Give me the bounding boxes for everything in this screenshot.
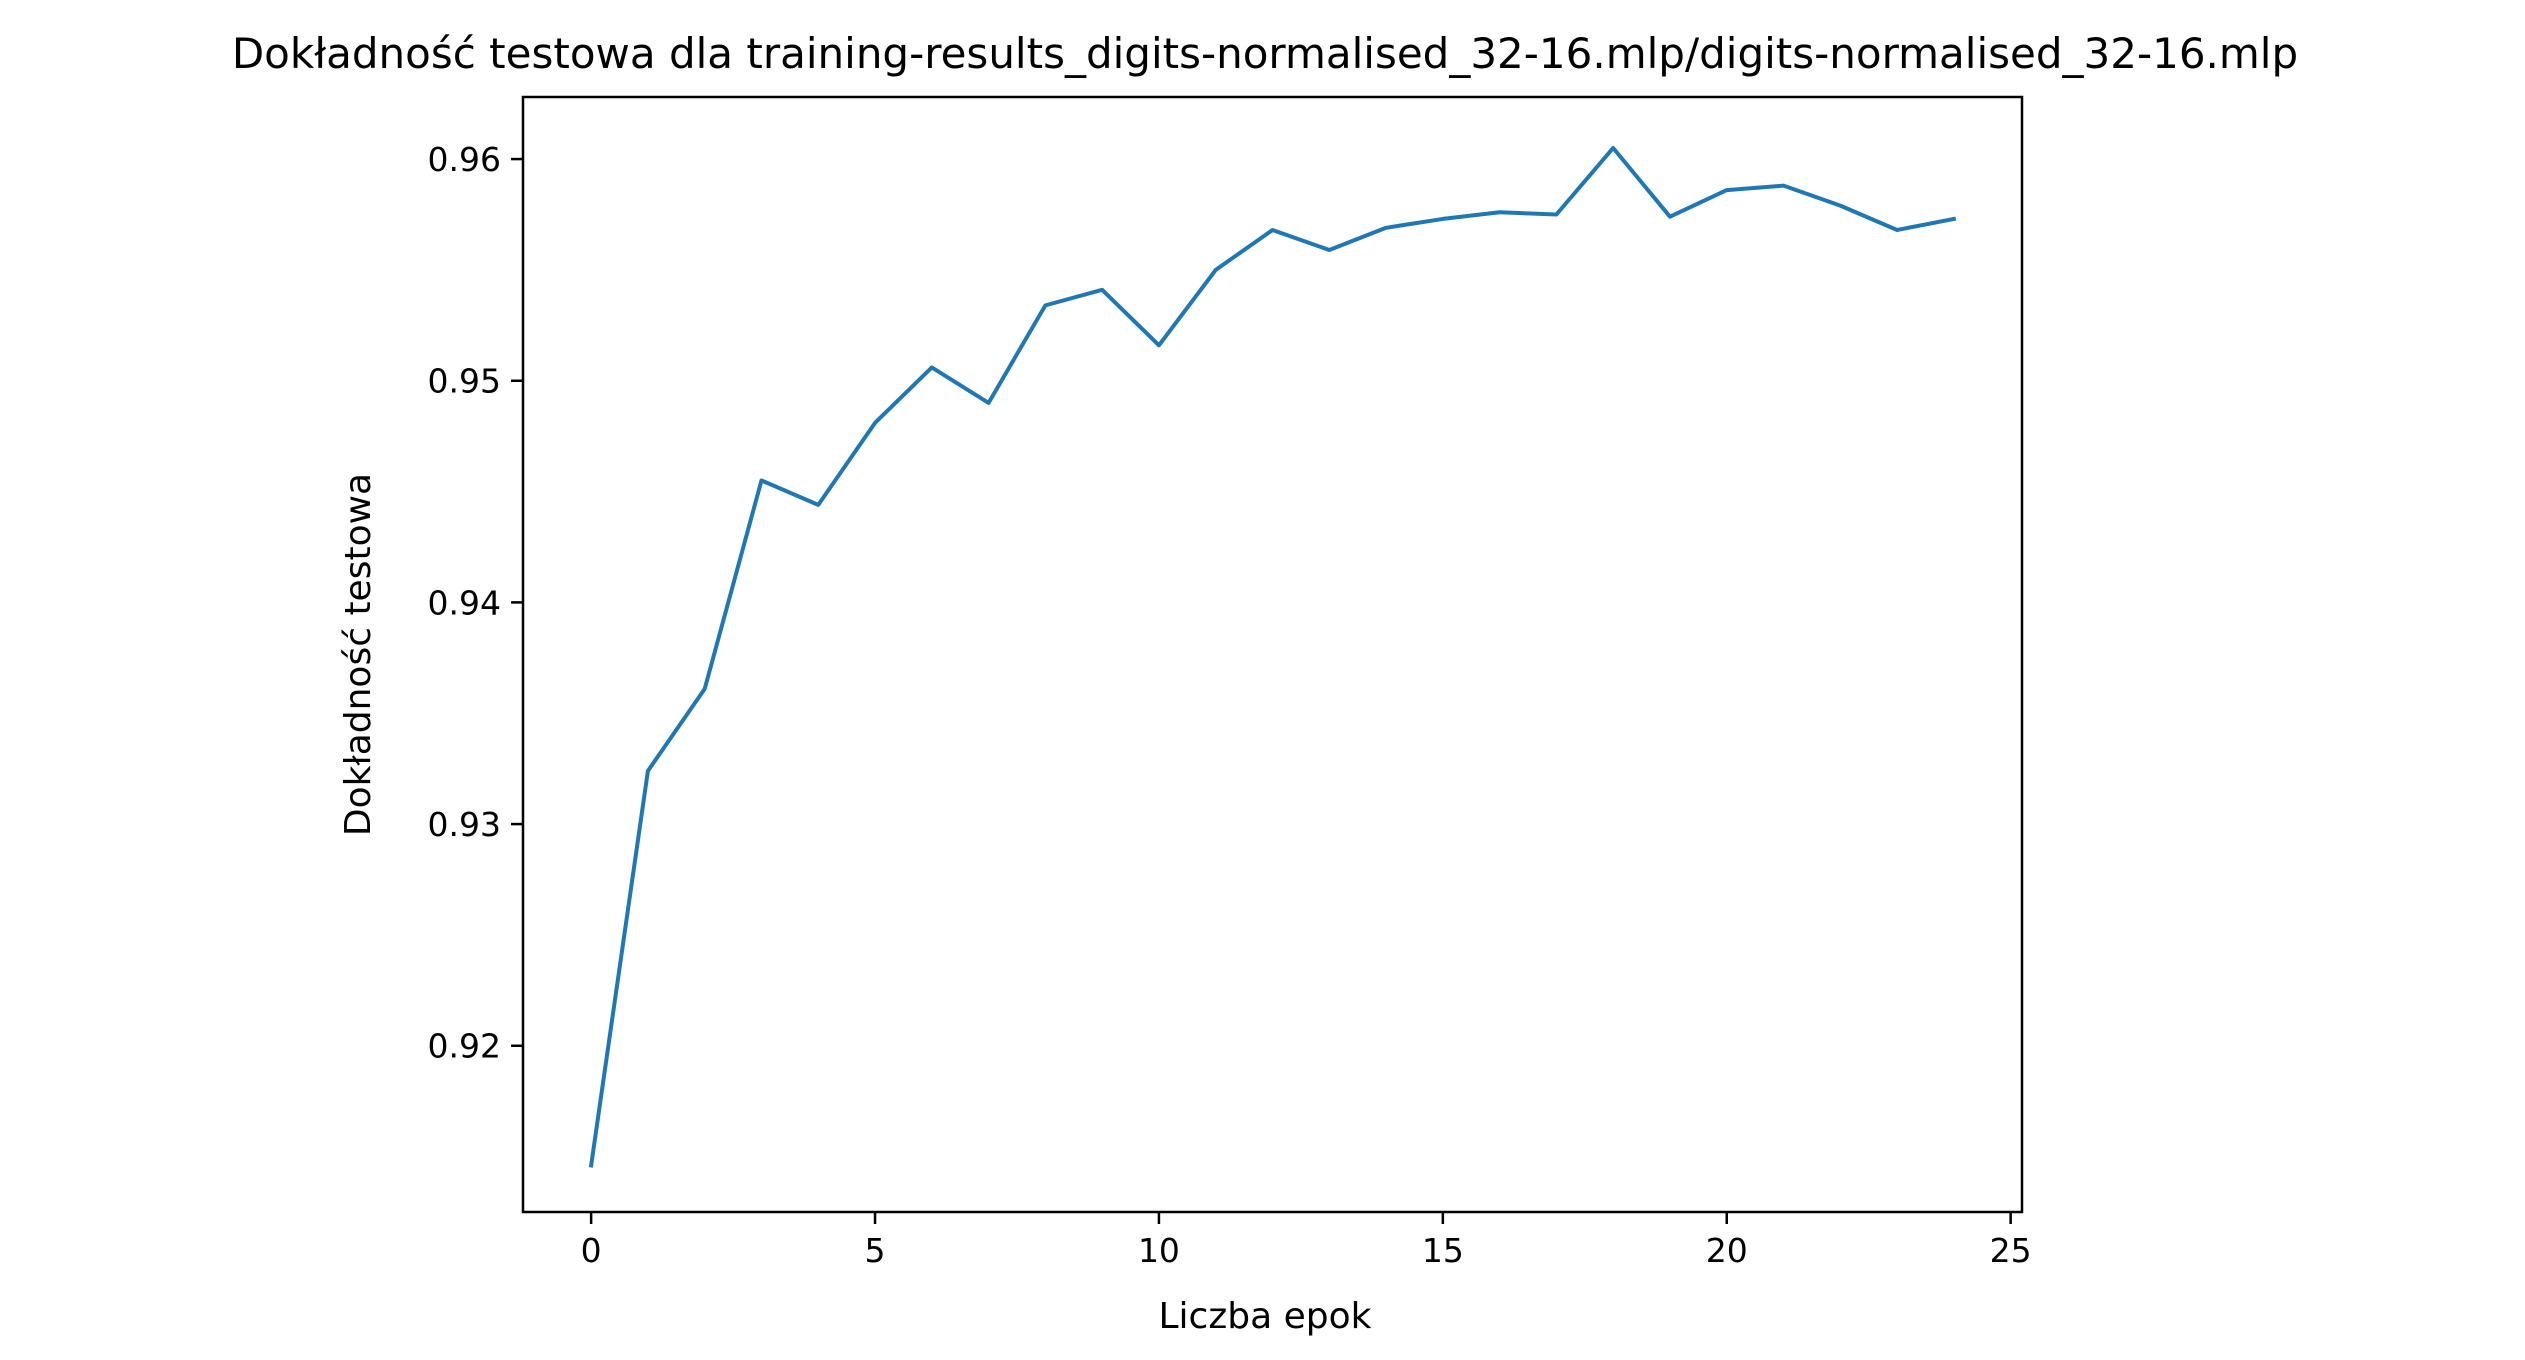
y-tick-label: 0.94 [428,583,501,622]
x-tick-label: 15 [1422,1231,1464,1270]
series-line [588,145,1957,1168]
x-tick-label: 10 [1138,1231,1180,1270]
y-tick-label: 0.92 [428,1027,501,1066]
y-axis: 0.92 0.93 0.94 0.95 0.96 [428,140,523,1066]
x-tick-label: 0 [581,1231,602,1270]
y-tick-label: 0.93 [428,805,501,844]
y-tick-label: 0.96 [428,140,501,179]
x-axis: 0 5 10 15 20 25 [581,1212,2032,1270]
chart-title: Dokładność testowa dla training-results_… [232,29,2298,78]
plot-area [588,145,1957,1168]
axes-frame [521,95,2024,1214]
x-tick-label: 20 [1706,1231,1748,1270]
x-tick-label: 25 [1990,1231,2032,1270]
x-axis-label: Liczba epok [1159,1296,1372,1337]
y-tick-label: 0.95 [428,362,501,401]
x-tick-label: 5 [865,1231,886,1270]
y-axis-label: Dokładność testowa [338,473,379,836]
